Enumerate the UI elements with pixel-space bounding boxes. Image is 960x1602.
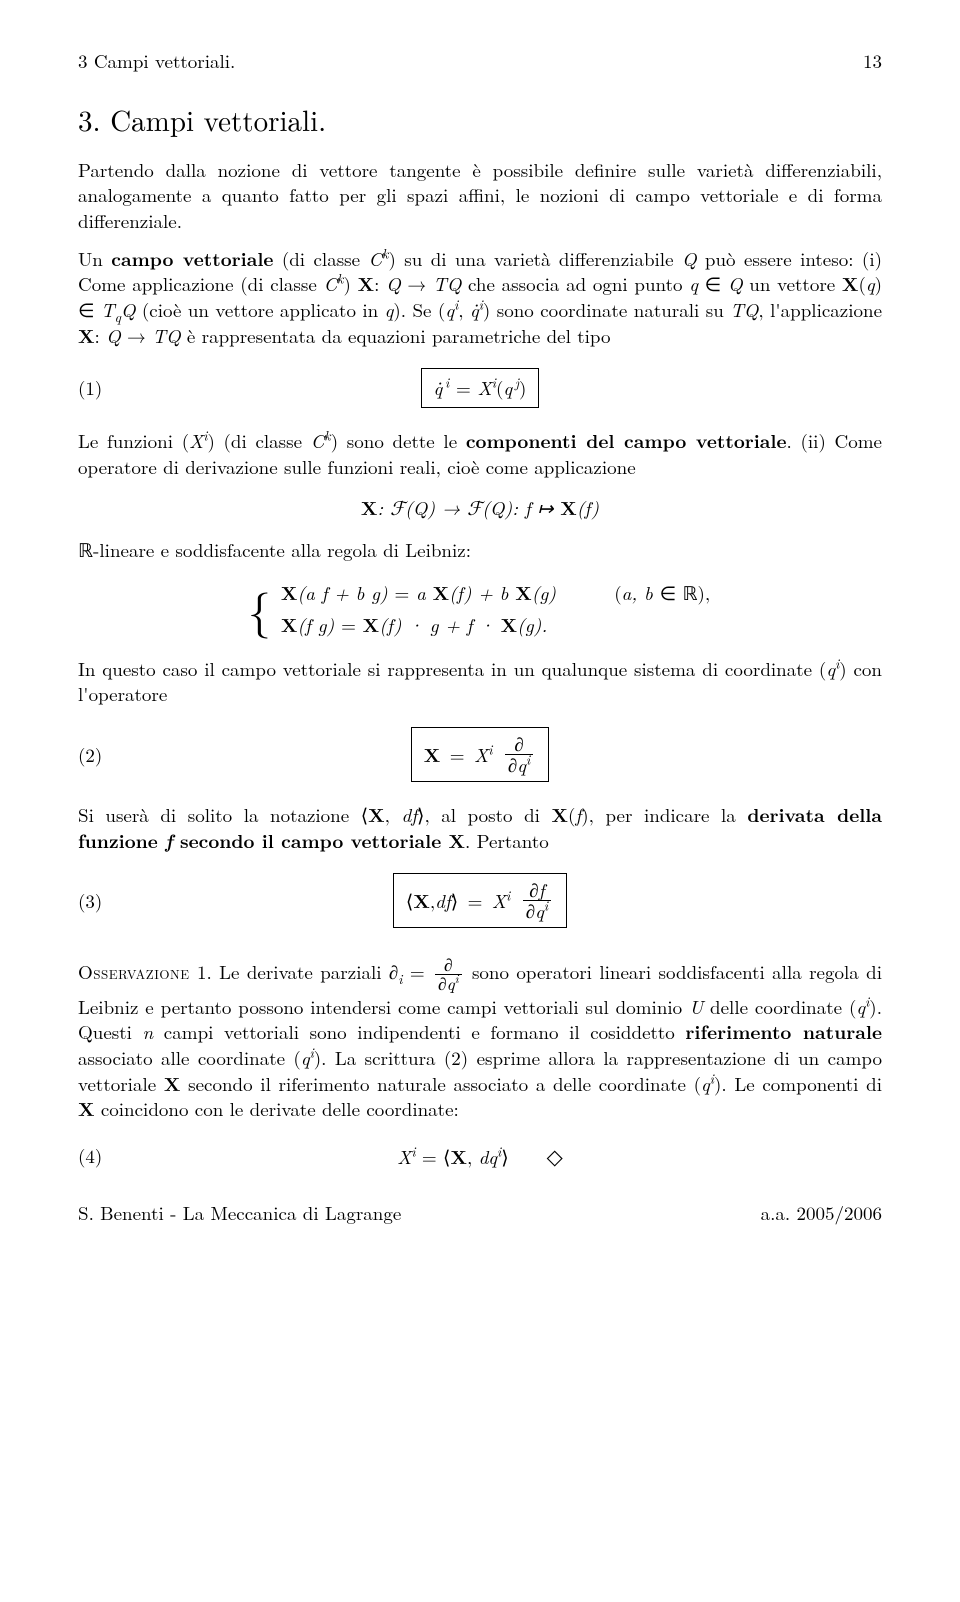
equation-2: (2) X = Xi ∂∂qi	[78, 727, 882, 782]
eq3-number: (3)	[78, 888, 118, 914]
eq4-body: Xi = ⟨X, dqi⟩ ◇	[397, 1142, 562, 1170]
equation-3: (3) ⟨X, df⟩ = Xi ∂f∂qi	[78, 873, 882, 928]
eq1-number: (1)	[78, 375, 118, 401]
footer-right: a.a. 2005/2006	[761, 1200, 882, 1226]
equation-1: (1) q̇ i = Xi(q j)	[78, 368, 882, 408]
leibniz-system: { X(a f + b g) = a X(f) + b X(g) (a, b ∈…	[78, 576, 882, 641]
eq1-box: q̇ i = Xi(q j)	[421, 368, 540, 408]
eq3-box: ⟨X, df⟩ = Xi ∂f∂qi	[393, 873, 567, 928]
paragraph-comp: Le funzioni (Xi) (di classe Ck) sono det…	[78, 428, 882, 479]
paragraph-derivata: Si userà di solito la notazione ⟨X, df⟩,…	[78, 802, 882, 853]
map-equation: X: ℱ(Q) → ℱ(Q): f ↦ X(f)	[78, 495, 882, 521]
paragraph-def: Un campo vettoriale (di classe Ck) su di…	[78, 246, 882, 349]
equation-4: (4) Xi = ⟨X, dqi⟩ ◇	[78, 1142, 882, 1170]
paragraph-intro: Partendo dalla nozione di vettore tangen…	[78, 157, 882, 234]
eq2-number: (2)	[78, 742, 118, 768]
paragraph-rep: In questo caso il campo vettoriale si ra…	[78, 656, 882, 707]
section-title: 3. Campi vettoriali.	[78, 100, 882, 139]
running-header: 3 Campi vettoriali. 13	[78, 48, 882, 74]
header-left: 3 Campi vettoriali.	[78, 48, 235, 74]
footer-left: S. Benenti - La Meccanica di Lagrange	[78, 1200, 401, 1226]
osservazione: Osservazione 1. Le derivate parziali ∂i …	[78, 956, 882, 1122]
header-right: 13	[863, 48, 882, 74]
eq2-box: X = Xi ∂∂qi	[411, 727, 550, 782]
eq4-number: (4)	[78, 1143, 118, 1169]
running-footer: S. Benenti - La Meccanica di Lagrange a.…	[78, 1200, 882, 1226]
paragraph-leibniz: ℝ-lineare e soddisfacente alla regola di…	[78, 537, 882, 563]
